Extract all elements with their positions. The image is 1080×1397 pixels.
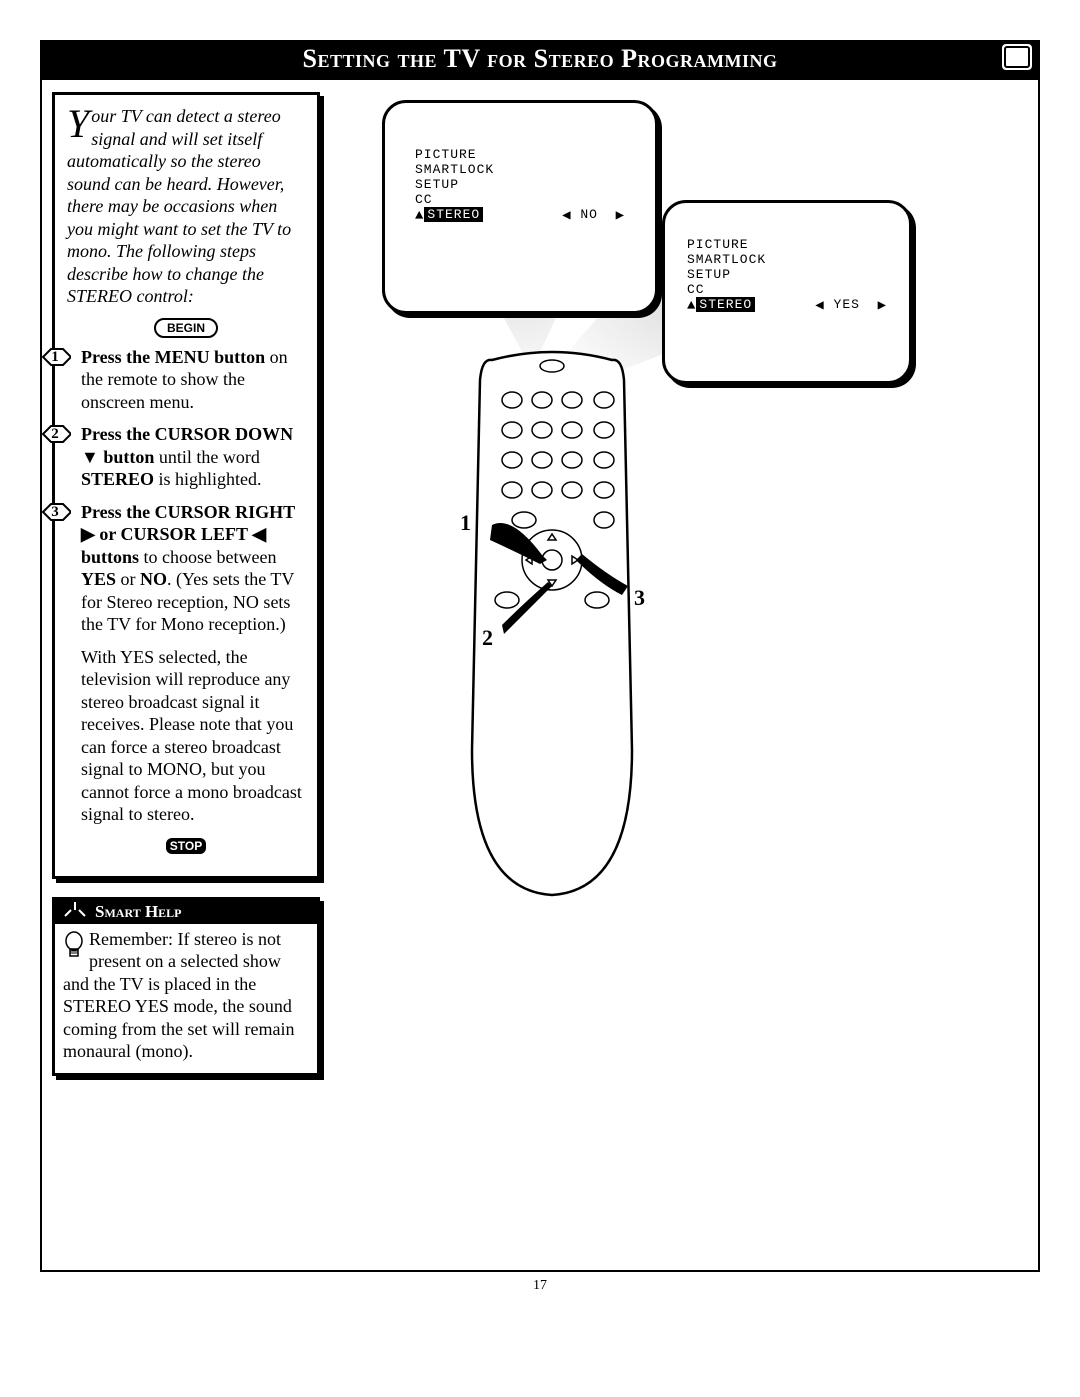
step-3-bold3: NO [140, 569, 167, 589]
svg-text:2: 2 [51, 426, 59, 442]
svg-text:3: 3 [570, 383, 575, 392]
svg-text:5: 5 [540, 413, 545, 422]
smart-help-box: Smart Help Remember: If stereo is not pr… [52, 897, 320, 1076]
menu-item: CC [415, 192, 625, 207]
note-paragraph: With YES selected, the television will r… [81, 646, 305, 826]
menu-option-yes: YES [834, 297, 860, 312]
svg-text:2: 2 [540, 383, 545, 392]
menu-option-no: NO [580, 207, 598, 222]
tv-screen-no: PICTURE SMARTLOCK SETUP CC ▲STEREO ◀ NO … [382, 100, 658, 314]
svg-text:POWER: POWER [593, 386, 616, 392]
step-2-rest2: is highlighted. [154, 469, 262, 489]
instructions-box: Your TV can detect a stereo signal and w… [52, 92, 320, 879]
svg-text:SLEEP: SLEEP [497, 586, 516, 592]
svg-text:VOL–: VOL– [596, 506, 612, 512]
dropcap: Y [67, 107, 89, 141]
header-title: Setting the TV for Stereo Programming [302, 44, 777, 73]
intro-text: our TV can detect a stereo signal and wi… [67, 106, 291, 306]
menu-item: SETUP [687, 267, 887, 282]
smart-help-text: Remember: If stereo is not present on a … [63, 929, 294, 1062]
svg-text:STATUS: STATUS [513, 506, 536, 512]
begin-badge: BEGIN [154, 318, 218, 338]
page-header: Setting the TV for Stereo Programming [40, 40, 1040, 80]
step-3-rest: to choose between [139, 547, 276, 567]
diagram-area: PICTURE SMARTLOCK SETUP CC ▲STEREO ◀ NO … [342, 90, 1032, 990]
svg-text:CC: CC [568, 476, 577, 482]
menu-item: SMARTLOCK [687, 252, 887, 267]
menu-item: CC [687, 282, 887, 297]
svg-text:MENU: MENU [543, 541, 561, 547]
left-column: Your TV can detect a stereo signal and w… [52, 92, 320, 1076]
step-1-bold: Press the MENU button [81, 347, 265, 367]
tv-screen-yes: PICTURE SMARTLOCK SETUP CC ▲STEREO ◀ YES… [662, 200, 912, 384]
callout-2: 2 [482, 625, 493, 651]
step-3-bold2: YES [81, 569, 116, 589]
menu-item: SETUP [415, 177, 625, 192]
svg-text:3: 3 [51, 504, 59, 520]
step-2-rest: until the word [154, 447, 260, 467]
page-frame: Your TV can detect a stereo signal and w… [40, 80, 1040, 1272]
svg-text:8: 8 [540, 443, 545, 452]
page-number: 17 [40, 1278, 1040, 1294]
svg-text:1: 1 [51, 349, 59, 365]
lightbulb-icon [63, 930, 85, 966]
step-1-marker: 1 [41, 346, 71, 368]
svg-text:MUTE: MUTE [589, 586, 606, 592]
menu-item: SMARTLOCK [415, 162, 625, 177]
svg-text:6: 6 [570, 413, 575, 422]
smart-help-body: Remember: If stereo is not present on a … [55, 924, 317, 1073]
menu-item: PICTURE [415, 147, 625, 162]
menu-active: STEREO [424, 207, 483, 222]
svg-text:4: 4 [510, 413, 515, 422]
svg-text:CH+: CH+ [598, 416, 611, 422]
lightbulb-rays-icon [61, 898, 91, 925]
stop-badge: STOP [166, 838, 206, 854]
svg-text:7: 7 [510, 443, 515, 452]
step-2: 2 Press the CURSOR DOWN ▼ button until t… [67, 423, 305, 491]
step-1: 1 Press the MENU button on the remote to… [67, 346, 305, 414]
svg-text:VOL+: VOL+ [596, 476, 612, 482]
menu-item-active: ▲STEREO ◀ YES ▶ [687, 297, 887, 314]
remote-control-figure: 1 2 3 POWER 4 5 6 CH+ 7 8 9 CH– [452, 350, 672, 915]
menu-active: STEREO [696, 297, 755, 312]
callout-1: 1 [460, 510, 471, 536]
step-3-rest2: or [116, 569, 140, 589]
smart-help-title: Smart Help [95, 902, 182, 921]
callout-3: 3 [634, 585, 645, 611]
step-3: 3 Press the CURSOR RIGHT ▶ or CURSOR LEF… [67, 501, 305, 636]
menu-item: PICTURE [687, 237, 887, 252]
svg-text:CH–: CH– [598, 446, 611, 452]
step-2-marker: 2 [41, 423, 71, 445]
svg-text:9: 9 [570, 443, 575, 452]
step-2-bold2: STEREO [81, 469, 154, 489]
svg-text:1: 1 [510, 383, 515, 392]
intro-paragraph: Your TV can detect a stereo signal and w… [67, 105, 305, 308]
svg-text:0: 0 [540, 473, 545, 482]
smart-help-header: Smart Help [55, 900, 317, 924]
svg-text:A/CH: A/CH [505, 476, 519, 482]
step-3-marker: 3 [41, 501, 71, 523]
tv-icon [1002, 44, 1032, 70]
menu-item-active: ▲STEREO ◀ NO ▶ [415, 207, 625, 224]
